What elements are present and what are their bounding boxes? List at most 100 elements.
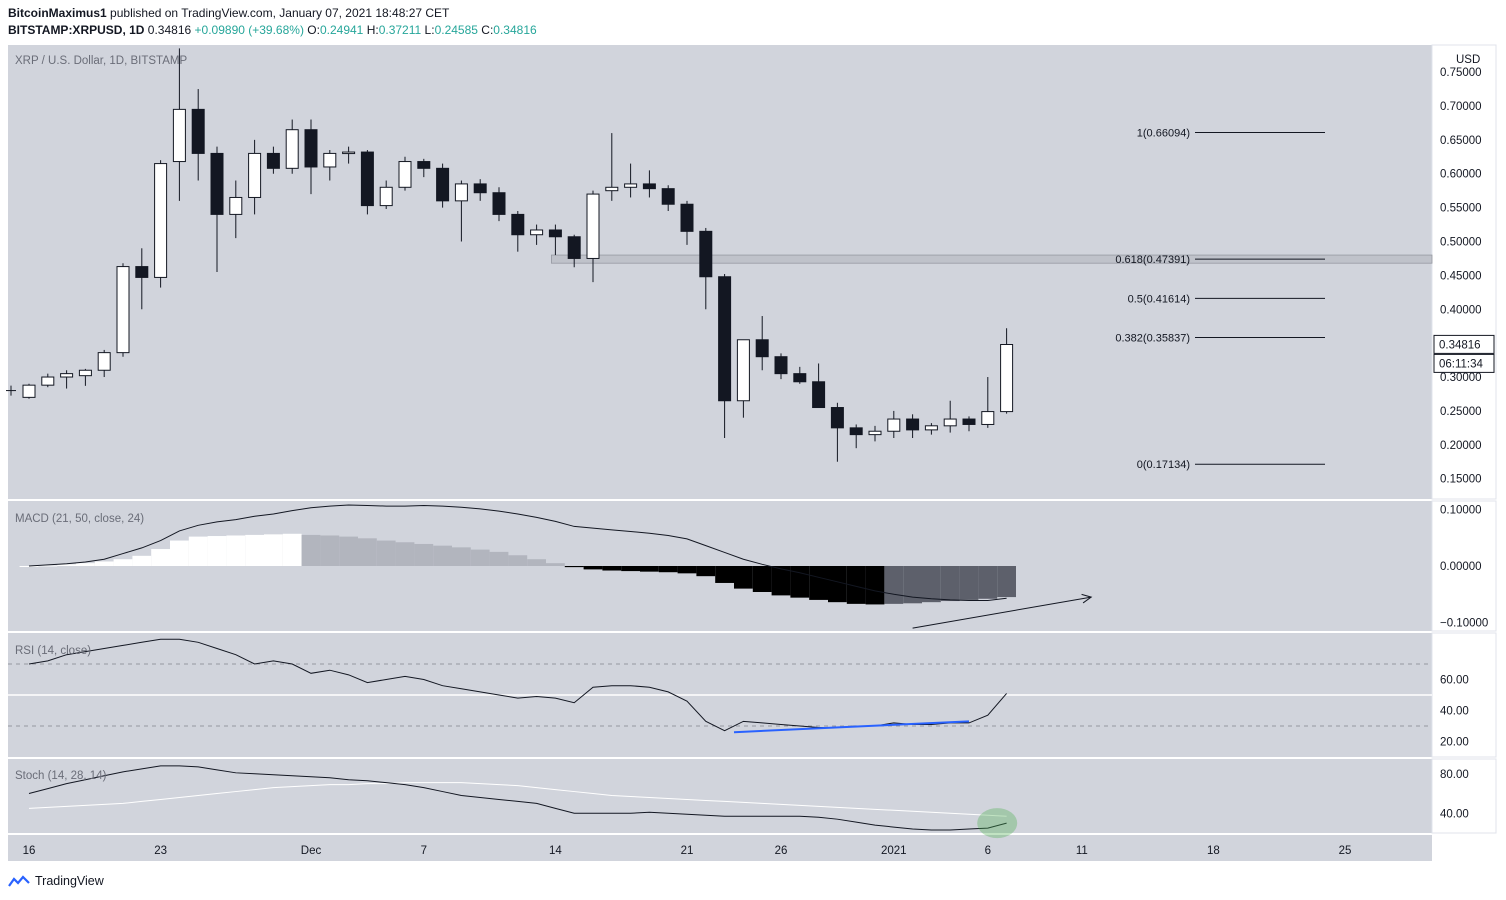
- candle-body: [304, 129, 318, 168]
- candle-body: [285, 129, 299, 169]
- macd-title: MACD (21, 50, close, 24): [15, 513, 144, 525]
- macd-histogram-bar: [57, 564, 76, 566]
- high-value: 0.37211: [378, 23, 422, 37]
- macd-histogram-bar: [264, 534, 283, 566]
- macd-line: [28, 504, 1007, 601]
- currency-label: USD: [1456, 54, 1480, 66]
- macd-histogram-bar: [790, 566, 810, 598]
- macd-tick-label: 0.00000: [1440, 561, 1482, 573]
- rsi-title: RSI (14, close): [15, 645, 91, 657]
- macd-histogram-bar: [884, 566, 904, 604]
- rsi-pane[interactable]: 20.00 40.00 60.00: [8, 638, 1469, 749]
- time-axis-bg: [8, 835, 1432, 861]
- time-tick-label: 14: [549, 845, 562, 857]
- macd-pane[interactable]: 0.10000 0.00000 −0.10000: [19, 504, 1489, 630]
- publish-info: BitcoinMaximus1 published on TradingView…: [8, 6, 449, 20]
- candle-body: [78, 369, 92, 377]
- time-axis[interactable]: 16 23 Dec 7 14 21 26 2021 6 11 18 25: [23, 845, 1352, 857]
- macd-histogram-bar: [414, 543, 434, 566]
- macd-tick-label: 0.10000: [1440, 504, 1482, 516]
- candle-body: [718, 276, 732, 402]
- author-name[interactable]: BitcoinMaximus1: [8, 6, 107, 20]
- candle-body: [830, 407, 844, 429]
- macd-histogram-bar: [245, 534, 264, 566]
- candle-body: [586, 193, 600, 259]
- price-tick-label: 0.45000: [1440, 270, 1482, 282]
- time-tick-label: 6: [985, 845, 991, 857]
- current-price-badge: [1433, 334, 1495, 354]
- price-pane-title: XRP / U.S. Dollar, 1D, BITSTAMP: [15, 55, 187, 67]
- macd-histogram-bar: [470, 549, 490, 566]
- macd-histogram-bar: [752, 566, 772, 592]
- tradingview-logo-icon: [8, 875, 30, 887]
- macd-histogram-bar: [395, 542, 415, 566]
- stoch-title: Stoch (14, 28, 14): [15, 770, 107, 782]
- macd-histogram-bar: [809, 566, 828, 600]
- macd-histogram-bar: [677, 566, 697, 574]
- macd-histogram-bar: [207, 536, 227, 566]
- time-tick-label: 18: [1207, 845, 1220, 857]
- candle-body: [793, 373, 807, 383]
- open-value: 0.24941: [319, 23, 364, 37]
- footer-brand[interactable]: TradingView: [8, 874, 104, 888]
- macd-histogram-bar: [151, 549, 170, 566]
- open-label: O:: [307, 23, 320, 37]
- macd-histogram-bar: [94, 561, 114, 566]
- close-label: C:: [481, 23, 494, 37]
- stoch-tick-label: 80.00: [1440, 769, 1469, 781]
- fib-level-label: 0.5(0.41614): [1128, 293, 1190, 305]
- change-value: +0.09890 (+39.68%): [194, 23, 304, 37]
- macd-histogram-bar: [715, 566, 734, 583]
- macd-histogram-bar: [771, 566, 791, 596]
- price-tick-label: 0.40000: [1440, 304, 1482, 316]
- resistance-zone: [551, 254, 1433, 264]
- candle-body: [172, 108, 186, 163]
- macd-histogram-bar: [376, 540, 396, 566]
- candle-body: [323, 152, 337, 168]
- price-tick-label: 0.25000: [1440, 406, 1482, 418]
- stoch-pane[interactable]: 40.00 80.00: [28, 765, 1469, 839]
- time-tick-label: 23: [154, 845, 167, 857]
- candle-body: [981, 411, 995, 425]
- macd-arrow-head: [1081, 593, 1093, 604]
- macd-histogram-bar: [922, 566, 941, 603]
- macd-histogram-bar: [564, 566, 584, 568]
- macd-histogram-bar: [339, 536, 358, 566]
- macd-histogram-bar: [19, 566, 39, 567]
- time-tick-label: 21: [681, 845, 694, 857]
- candle-body: [436, 167, 450, 202]
- macd-histogram-bar: [132, 555, 152, 566]
- candle-body: [417, 161, 431, 169]
- low-value: 0.24585: [434, 23, 478, 37]
- macd-histogram-bar: [734, 566, 753, 589]
- ohlc-legend: BITSTAMP:XRPUSD, 1D 0.34816 +0.09890 (+3…: [8, 23, 537, 37]
- stoch-highlight-circle: [977, 808, 1018, 839]
- macd-histogram-bar: [602, 566, 622, 571]
- price-tick-label: 0.15000: [1440, 474, 1482, 486]
- macd-histogram-bar: [38, 565, 58, 567]
- close-value: 0.34816: [493, 23, 537, 37]
- price-tick-label: 0.60000: [1440, 169, 1482, 181]
- candle-body: [924, 425, 938, 431]
- price-pane[interactable]: 0.150000.200000.250000.300000.350000.400…: [6, 48, 1495, 486]
- fib-level-label: 0.618(0.47391): [1115, 254, 1190, 266]
- current-price-label: 0.34816: [1439, 339, 1481, 351]
- candle-body: [360, 151, 374, 207]
- macd-histogram-bar: [696, 566, 716, 577]
- fib-level-label: 0.382(0.35837): [1115, 332, 1190, 344]
- published-text: published on TradingView.com, January 07…: [110, 6, 450, 20]
- time-tick-label: 26: [775, 845, 788, 857]
- candle-body: [680, 203, 694, 232]
- candle-body: [849, 427, 863, 436]
- candle-body: [511, 213, 525, 236]
- macd-tick-label: −0.10000: [1440, 618, 1488, 630]
- macd-histogram-bar: [320, 535, 340, 566]
- price-tick-label: 0.30000: [1440, 372, 1482, 384]
- candle-body: [266, 152, 280, 169]
- macd-histogram-bar: [226, 535, 246, 566]
- candle-body: [97, 352, 111, 371]
- price-price-scale: [1431, 44, 1497, 500]
- macd-histogram-bar: [959, 566, 979, 600]
- chart-canvas[interactable]: 0.150000.200000.250000.300000.350000.400…: [0, 43, 1506, 863]
- price-tick-label: 0.55000: [1440, 203, 1482, 215]
